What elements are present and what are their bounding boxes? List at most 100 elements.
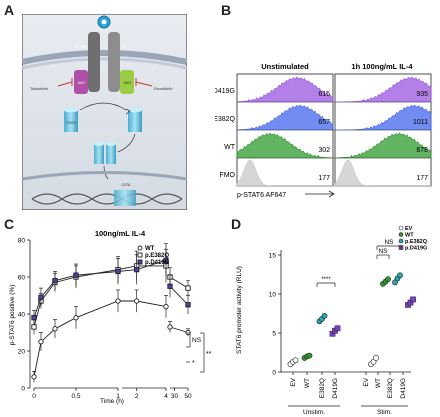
il4r-receptor xyxy=(88,32,100,92)
c-legend-label: p.D419G xyxy=(145,260,170,266)
c-data-point xyxy=(52,326,58,332)
c-ytick-label: 80 xyxy=(18,237,26,244)
c-sig-ns: NS xyxy=(192,337,202,344)
b-xlabel: p-STAT6 AF647 xyxy=(237,192,286,199)
d-data-point xyxy=(385,276,391,283)
col-title-stimulated: 1h 100ng/mL IL-4 xyxy=(351,62,413,71)
c-series-line xyxy=(33,300,167,377)
c-data-point xyxy=(31,374,37,380)
c-xlabel: Time (h) xyxy=(100,398,124,405)
d-xtick-label: D419G xyxy=(400,378,407,399)
b-mfi-value: 935 xyxy=(416,91,428,98)
stat6-dimer xyxy=(94,142,116,164)
d-ytick-label: 15 xyxy=(269,252,277,259)
c-series-line xyxy=(33,265,166,328)
b-mfi-value: 177 xyxy=(318,175,330,182)
d-sig-ns-2: NS xyxy=(384,239,394,246)
c-data-point xyxy=(167,324,173,330)
b-mfi-value: 678 xyxy=(416,147,428,154)
c-xtick-label: 50 xyxy=(184,393,192,400)
b-mfi-value: 1011 xyxy=(413,119,428,126)
d-ytick-label: 5 xyxy=(272,330,276,337)
gamma-c-receptor xyxy=(108,32,120,92)
d-data-point xyxy=(292,357,299,364)
panel-letter-d: D xyxy=(231,216,242,232)
c-title: 100ng/mL IL-4 xyxy=(95,229,146,238)
c-legend-label: WT xyxy=(145,246,155,252)
c-data-point xyxy=(73,272,79,278)
c-data-point xyxy=(134,266,140,273)
d-data-point xyxy=(397,272,403,279)
d-xtick-label: E382Q xyxy=(319,378,326,398)
b-histogram xyxy=(236,76,334,103)
jak3-kinase xyxy=(120,70,134,94)
c-data-point xyxy=(163,303,169,310)
receptor-right-label: γc xyxy=(122,44,127,49)
b-histogram xyxy=(236,132,334,159)
d-data-point xyxy=(373,355,379,361)
d-sig-ns-1: NS xyxy=(378,248,388,255)
c-data-point xyxy=(31,315,37,321)
b-row-label: FMO xyxy=(219,172,235,179)
d-xtick-label: EV xyxy=(363,377,370,386)
jak1-label: JAK1 xyxy=(77,81,85,85)
jak1-kinase xyxy=(74,70,88,94)
d-legend-label: WT xyxy=(405,233,414,239)
c-data-point xyxy=(73,315,79,321)
c-data-point xyxy=(185,302,191,308)
c-sig-double-star: ** xyxy=(206,351,212,358)
d-xtick-label: D419G xyxy=(332,378,339,399)
d-group-label: Stim. xyxy=(377,409,392,416)
b-histogram xyxy=(334,132,432,159)
c-series-line xyxy=(169,285,189,306)
c-xtick-label: 30 xyxy=(171,393,179,400)
b-histogram xyxy=(335,76,432,103)
c-ytick-label: 60 xyxy=(18,274,26,281)
c-data-point xyxy=(38,294,44,301)
panel-letter-b: B xyxy=(221,2,232,18)
c-data-point xyxy=(185,285,191,291)
b-row-label: WT xyxy=(224,144,236,151)
c-series-line xyxy=(169,326,189,333)
c-ylabel: p-STAT6 positive (%) xyxy=(9,285,16,346)
c-xtick-label: 4 xyxy=(164,393,168,400)
c-data-point xyxy=(31,324,37,330)
c-series-line xyxy=(33,259,167,318)
panel-letter-c: C xyxy=(4,216,15,232)
panel-letter-a: A xyxy=(4,2,15,18)
d-data-point xyxy=(334,325,341,332)
b-mfi-value: 302 xyxy=(318,147,330,154)
d-legend-label: EV xyxy=(405,226,413,232)
b-mfi-value: 177 xyxy=(416,175,428,182)
d-sig-4star: **** xyxy=(321,277,331,283)
d-data-point xyxy=(306,352,313,359)
receptor-left-label: IL-4R xyxy=(75,44,87,49)
b-histogram xyxy=(335,104,432,131)
b-row-label: p.E382Q xyxy=(215,116,236,123)
c-xtick-label: 2 xyxy=(135,393,139,400)
c-ytick-label: 40 xyxy=(18,311,26,318)
c-data-point xyxy=(38,339,44,345)
d-xtick-label: EV xyxy=(290,377,297,386)
c-xtick-label: 0.5 xyxy=(71,393,80,400)
d-xtick-label: E382Q xyxy=(387,378,394,398)
c-data-point xyxy=(52,278,58,284)
nuclear-membrane xyxy=(22,171,187,181)
col-title-unstimulated: Unstimulated xyxy=(261,62,309,71)
dna-helix xyxy=(31,190,183,206)
pathway-diagram: IL-4R γc JAK1 JAK3 Tofacitinib Ruxolitin… xyxy=(22,14,187,210)
dna-label: CIITA xyxy=(122,183,131,187)
ruxolitinib-label: Ruxolitinib xyxy=(154,86,173,91)
c-xtick-label: 0 xyxy=(32,393,36,400)
c-significance: NS * ** xyxy=(186,332,212,373)
d-data-point xyxy=(410,296,416,303)
tofacitinib-label: Tofacitinib xyxy=(30,86,49,91)
stat-label: STAT6 xyxy=(66,121,76,125)
d-ytick-label: 0 xyxy=(272,369,276,376)
b-histogram xyxy=(236,159,333,187)
c-data-point xyxy=(185,329,191,336)
c-xtick-label: 1 xyxy=(116,393,120,400)
timecourse-line-chart: 100ng/mL IL-4 p-STAT6 positive (%) Time … xyxy=(9,229,212,405)
d-xtick-label: WT xyxy=(375,378,382,388)
